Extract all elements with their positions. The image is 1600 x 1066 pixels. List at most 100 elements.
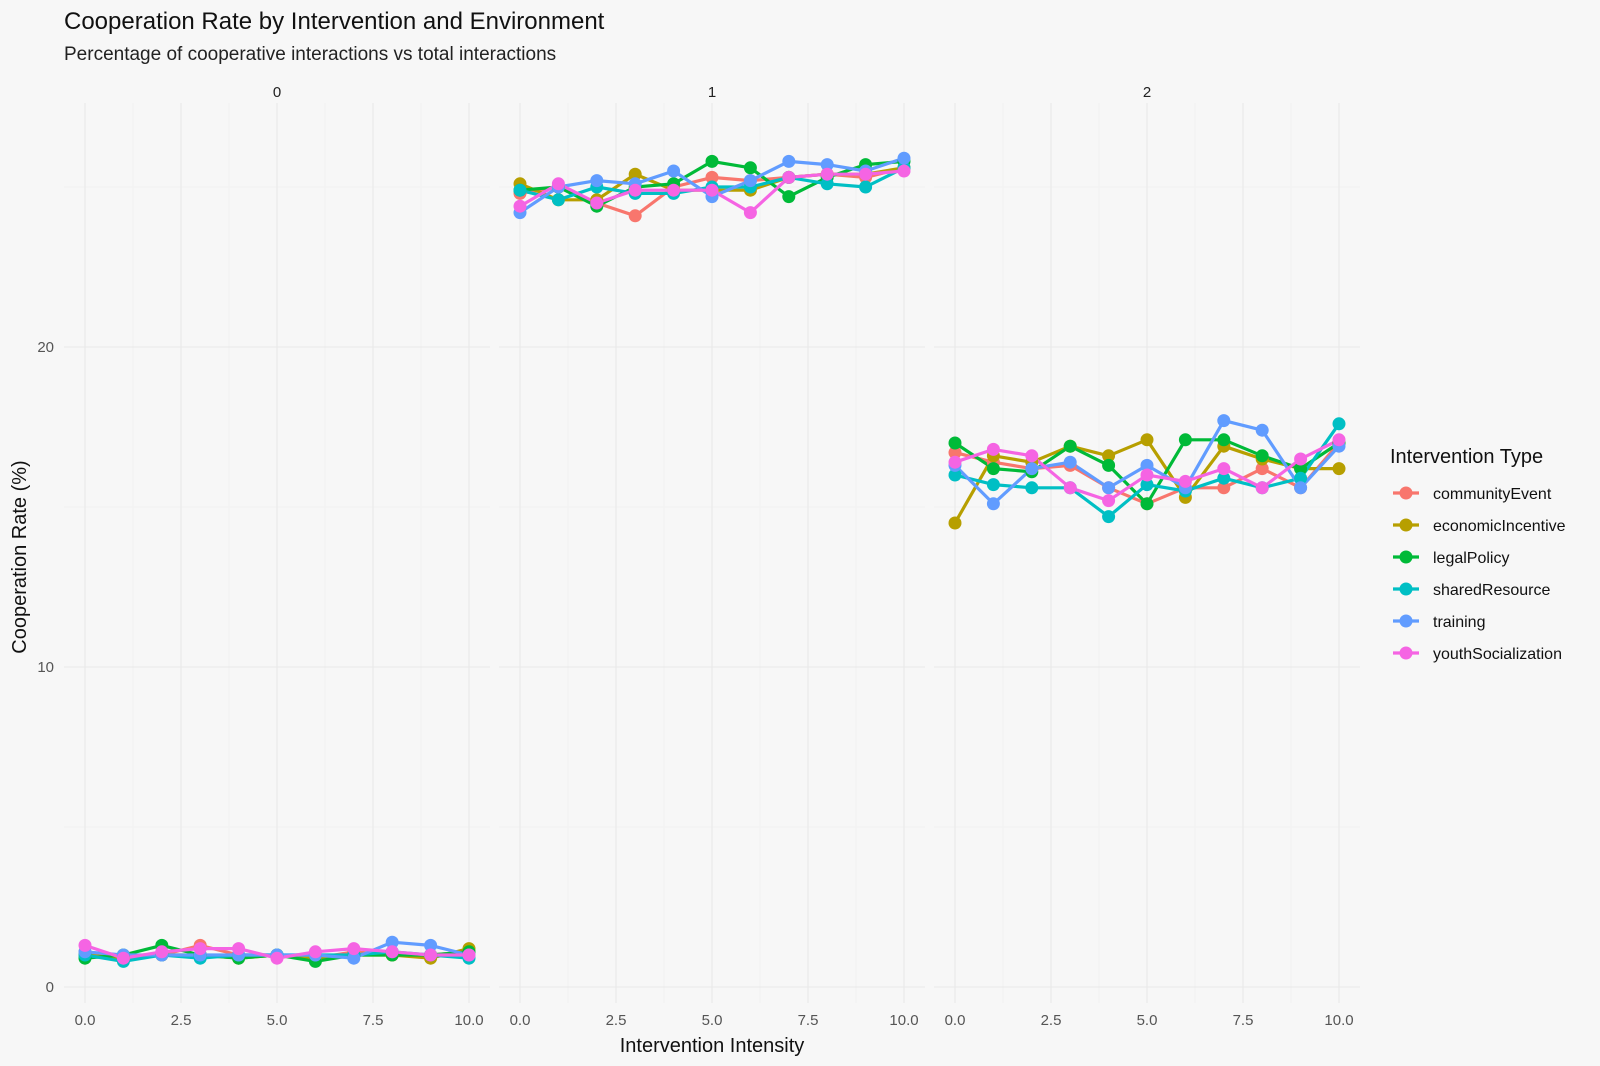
data-point-training (743, 174, 757, 188)
data-point-youthSocialization (462, 948, 476, 962)
x-tick-label: 7.5 (363, 1012, 384, 1029)
data-point-training (424, 938, 438, 952)
data-point-youthSocialization (820, 167, 834, 181)
data-point-sharedResource (820, 177, 834, 191)
data-point-sharedResource (1140, 478, 1154, 492)
x-tick-label: 10.0 (889, 1012, 918, 1029)
data-point-sharedResource (551, 193, 565, 207)
data-point-training (782, 154, 796, 168)
data-point-youthSocialization (513, 199, 527, 213)
data-point-communityEvent (1255, 462, 1269, 476)
data-point-communityEvent (948, 446, 962, 460)
data-point-communityEvent (1217, 481, 1231, 495)
x-tick-label: 2.5 (1041, 1012, 1062, 1029)
x-tick-label: 10.0 (454, 1012, 483, 1029)
data-point-economicIncentive (1102, 449, 1116, 463)
data-point-training (1102, 481, 1116, 495)
legend-key-point (1399, 486, 1413, 500)
x-tick-label: 5.0 (702, 1012, 723, 1029)
data-point-legalPolicy (782, 190, 796, 204)
y-tick-label: 10 (37, 659, 54, 676)
data-point-youthSocialization (859, 167, 873, 181)
data-point-youthSocialization (1332, 433, 1346, 447)
data-point-youthSocialization (628, 183, 642, 197)
chart-subtitle: Percentage of cooperative interactions v… (64, 44, 556, 65)
data-point-sharedResource (1294, 471, 1308, 485)
data-point-economicIncentive (628, 167, 642, 181)
data-point-youthSocialization (782, 170, 796, 184)
legend-label: youthSocialization (1433, 646, 1562, 663)
data-point-youthSocialization (270, 951, 284, 965)
data-point-youthSocialization (1294, 452, 1308, 466)
data-point-economicIncentive (948, 516, 962, 530)
data-point-youthSocialization (1178, 474, 1192, 488)
data-point-training (1255, 423, 1269, 437)
data-point-youthSocialization (1255, 481, 1269, 495)
data-point-legalPolicy (948, 436, 962, 450)
y-axis-ticks: 0 10 20 (37, 339, 54, 996)
data-point-sharedResource (1217, 471, 1231, 485)
legend-label: sharedResource (1433, 582, 1551, 599)
data-point-youthSocialization (385, 945, 399, 959)
data-point-training (1140, 458, 1154, 472)
data-point-training (385, 935, 399, 949)
data-point-youthSocialization (1063, 481, 1077, 495)
data-point-youthSocialization (1140, 468, 1154, 482)
legend-label: communityEvent (1433, 486, 1552, 503)
data-point-youthSocialization (424, 948, 438, 962)
data-point-training (667, 164, 681, 178)
y-tick-label: 20 (37, 339, 54, 356)
x-tick-label: 2.5 (606, 1012, 627, 1029)
data-point-legalPolicy (705, 154, 719, 168)
data-point-youthSocialization (1217, 462, 1231, 476)
x-tick-label: 0.0 (945, 1012, 966, 1029)
data-point-youthSocialization (232, 942, 246, 956)
x-tick-label: 5.0 (1137, 1012, 1158, 1029)
x-tick-label: 5.0 (267, 1012, 288, 1029)
data-point-legalPolicy (1178, 433, 1192, 447)
legend-key-point (1399, 518, 1413, 532)
data-point-youthSocialization (116, 951, 130, 965)
data-point-training (1294, 481, 1308, 495)
data-point-youthSocialization (1102, 494, 1116, 508)
facet-label: 0 (273, 84, 281, 101)
data-point-youthSocialization (667, 183, 681, 197)
legend-label: training (1433, 614, 1485, 631)
data-point-legalPolicy (1217, 433, 1231, 447)
chart-title: Cooperation Rate by Intervention and Env… (64, 8, 605, 35)
data-point-training (347, 951, 361, 965)
data-point-youthSocialization (986, 442, 1000, 456)
data-point-training (897, 151, 911, 165)
data-point-youthSocialization (308, 945, 322, 959)
data-point-youthSocialization (705, 183, 719, 197)
legend-item-youthSocialization: youthSocialization (1393, 646, 1562, 663)
data-point-youthSocialization (551, 177, 565, 191)
legend-item-legalPolicy: legalPolicy (1393, 550, 1509, 567)
legend: Intervention Type communityEvent economic… (1390, 446, 1566, 663)
facet-label: 1 (708, 84, 716, 101)
legend-title: Intervention Type (1390, 446, 1543, 468)
data-point-youthSocialization (948, 455, 962, 469)
data-point-youthSocialization (743, 206, 757, 220)
legend-item-economicIncentive: economicIncentive (1393, 518, 1566, 535)
panel-2: 0.0 2.5 5.0 7.5 10.0 2 (934, 84, 1360, 1029)
data-point-legalPolicy (1063, 439, 1077, 453)
legend-key-point (1399, 582, 1413, 596)
data-point-sharedResource (1332, 417, 1346, 431)
data-point-training (590, 174, 604, 188)
data-point-sharedResource (859, 180, 873, 194)
legend-key-point (1399, 550, 1413, 564)
data-point-sharedResource (1025, 481, 1039, 495)
data-point-sharedResource (986, 478, 1000, 492)
y-axis-title: Cooperation Rate (%) (9, 460, 31, 653)
legend-key-point (1399, 614, 1413, 628)
data-point-legalPolicy (1294, 462, 1308, 476)
data-point-economicIncentive (1140, 433, 1154, 447)
x-axis-title: Intervention Intensity (620, 1035, 805, 1057)
y-tick-label: 0 (46, 979, 54, 996)
legend-item-training: training (1393, 614, 1485, 631)
data-point-youthSocialization (193, 942, 207, 956)
data-point-legalPolicy (1140, 497, 1154, 511)
data-point-youthSocialization (1025, 449, 1039, 463)
panel-0: 0.0 2.5 5.0 7.5 10.0 0 (64, 84, 490, 1029)
